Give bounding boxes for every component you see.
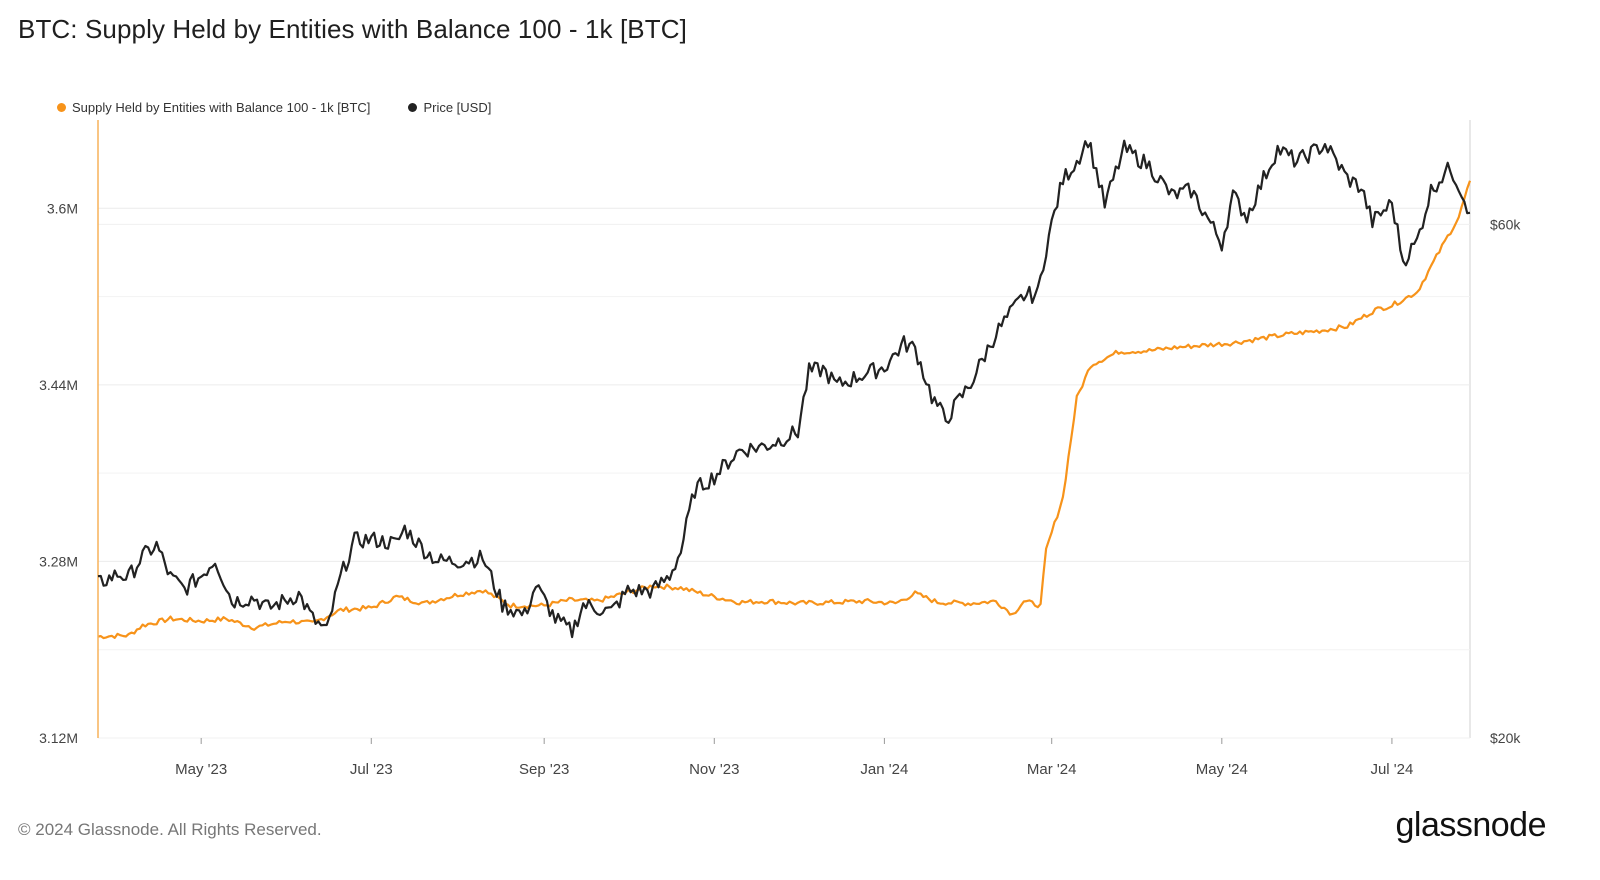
x-tick-label: Nov '23 — [689, 761, 739, 778]
x-tick-label: Jul '23 — [350, 761, 393, 778]
glassnode-logo: glassnode — [1395, 806, 1546, 844]
series-line-price — [97, 139, 1471, 639]
x-tick-label: Sep '23 — [519, 761, 569, 778]
legend-label-supply: Supply Held by Entities with Balance 100… — [72, 100, 371, 115]
copyright-footer: © 2024 Glassnode. All Rights Reserved. — [18, 820, 322, 839]
y-left-tick-label: 3.12M — [39, 730, 78, 746]
x-tick-label: May '24 — [1196, 761, 1248, 778]
y-left-tick-label: 3.28M — [39, 553, 78, 569]
legend-label-price: Price [USD] — [423, 100, 492, 115]
y-right-tick-label: $60k — [1490, 216, 1521, 232]
legend-dot-price — [408, 103, 418, 112]
chart-legend: Supply Held by Entities with Balance 100… — [57, 100, 491, 115]
legend-item-supply[interactable]: Supply Held by Entities with Balance 100… — [57, 100, 370, 115]
y-right-tick-label: $20k — [1490, 730, 1521, 746]
x-tick-label: May '23 — [175, 761, 227, 778]
x-tick-label: Jan '24 — [860, 761, 908, 778]
series-line-supply — [97, 180, 1472, 640]
x-tick-label: Mar '24 — [1027, 761, 1077, 778]
chart-title: BTC: Supply Held by Entities with Balanc… — [18, 14, 687, 44]
y-left-tick-label: 3.44M — [39, 377, 78, 393]
legend-item-price[interactable]: Price [USD] — [408, 100, 491, 115]
y-left-tick-label: 3.6M — [47, 200, 78, 216]
x-tick-label: Jul '24 — [1370, 761, 1413, 778]
legend-dot-supply — [57, 103, 66, 112]
